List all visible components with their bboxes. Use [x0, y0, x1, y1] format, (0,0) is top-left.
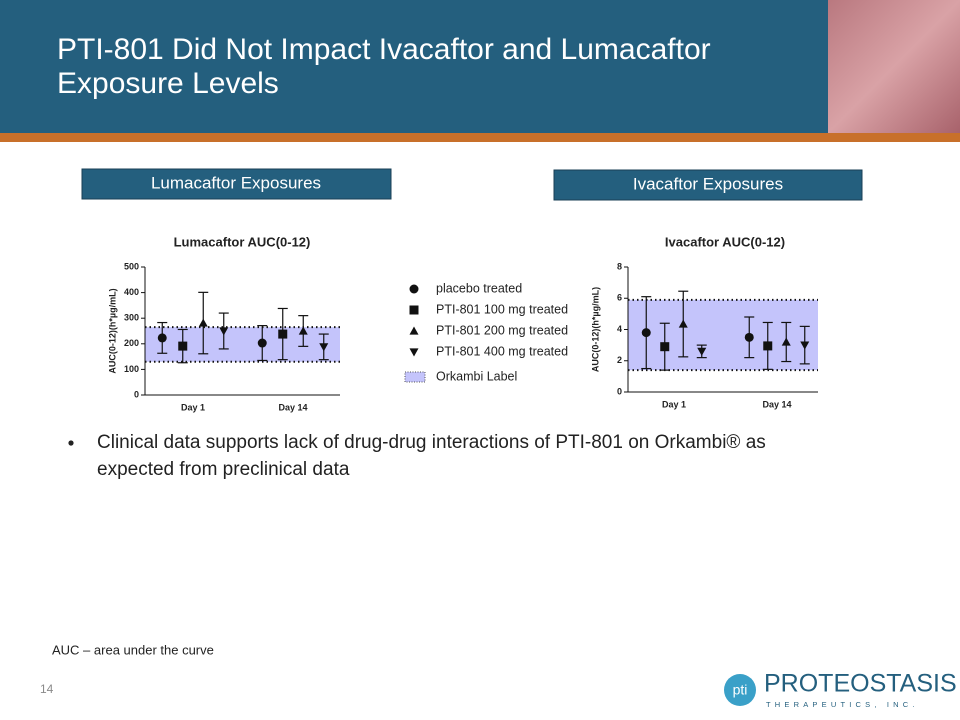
- bullet: [68, 440, 74, 446]
- reference-band: [145, 327, 340, 362]
- header-image: [828, 0, 960, 133]
- x-tick-label: Day 1: [662, 399, 686, 409]
- x-tick-label: Day 14: [762, 399, 791, 409]
- page-number: 14: [40, 682, 54, 696]
- marker: [257, 338, 267, 348]
- logo-tagline: THERAPEUTICS, INC.: [766, 700, 919, 709]
- marker: [219, 327, 229, 336]
- reference-band: [628, 299, 818, 371]
- y-axis-label: AUC(0-12)(h*µg/mL): [107, 288, 117, 373]
- legend-marker: [409, 284, 419, 294]
- y-axis-label: AUC(0-12)(h*µg/mL): [590, 287, 600, 372]
- logo-icon-text: pti: [733, 682, 748, 698]
- marker: [660, 342, 670, 352]
- logo-icon: [724, 674, 756, 706]
- legend-marker: [409, 326, 419, 335]
- legend-label: Orkambi Label: [436, 369, 517, 383]
- x-tick-label: Day 14: [278, 402, 307, 412]
- legend-label: PTI-801 400 mg treated: [436, 344, 568, 358]
- y-tick-label: 4: [617, 324, 622, 334]
- marker: [744, 332, 754, 342]
- marker: [641, 328, 651, 338]
- y-tick-label: 6: [617, 293, 622, 303]
- marker: [678, 319, 688, 328]
- legend-label: PTI-801 100 mg treated: [436, 302, 568, 316]
- bullet-text: Clinical data supports lack of drug-drug…: [97, 432, 766, 453]
- header-stripe: [0, 133, 960, 142]
- legend-label: placebo treated: [436, 281, 522, 295]
- marker: [763, 341, 773, 351]
- marker: [800, 341, 810, 350]
- bullet-text: expected from preclinical data: [97, 459, 350, 480]
- legend-marker: [409, 305, 419, 315]
- x-tick-label: Day 1: [181, 402, 205, 412]
- section-label: Lumacaftor Exposures: [151, 173, 321, 192]
- section-box: [553, 169, 863, 201]
- logo-name: PROTEOSTASIS: [764, 670, 957, 698]
- y-tick-label: 500: [124, 261, 139, 271]
- y-tick-label: 0: [134, 389, 139, 399]
- legend-swatch: [404, 371, 426, 383]
- slide-title: Exposure Levels: [57, 67, 279, 100]
- y-tick-label: 0: [617, 386, 622, 396]
- marker: [781, 337, 791, 346]
- y-tick-label: 400: [124, 287, 139, 297]
- y-tick-label: 2: [617, 355, 622, 365]
- marker: [198, 318, 208, 327]
- marker: [697, 347, 707, 356]
- section-label: Ivacaftor Exposures: [633, 174, 783, 193]
- y-tick-label: 200: [124, 338, 139, 348]
- marker: [319, 343, 329, 352]
- marker: [298, 326, 308, 335]
- chart-title: Lumacaftor AUC(0-12): [174, 234, 311, 249]
- y-tick-label: 300: [124, 313, 139, 323]
- marker: [157, 333, 167, 343]
- footnote: AUC – area under the curve: [52, 642, 214, 657]
- section-box: [81, 168, 392, 200]
- marker: [178, 341, 188, 351]
- slide-title: PTI-801 Did Not Impact Ivacaftor and Lum…: [57, 33, 711, 66]
- legend-marker: [409, 348, 419, 357]
- chart-title: Ivacaftor AUC(0-12): [665, 234, 785, 249]
- legend-label: PTI-801 200 mg treated: [436, 323, 568, 337]
- y-tick-label: 100: [124, 364, 139, 374]
- header-band: [0, 0, 960, 133]
- marker: [278, 329, 288, 339]
- y-tick-label: 8: [617, 261, 622, 271]
